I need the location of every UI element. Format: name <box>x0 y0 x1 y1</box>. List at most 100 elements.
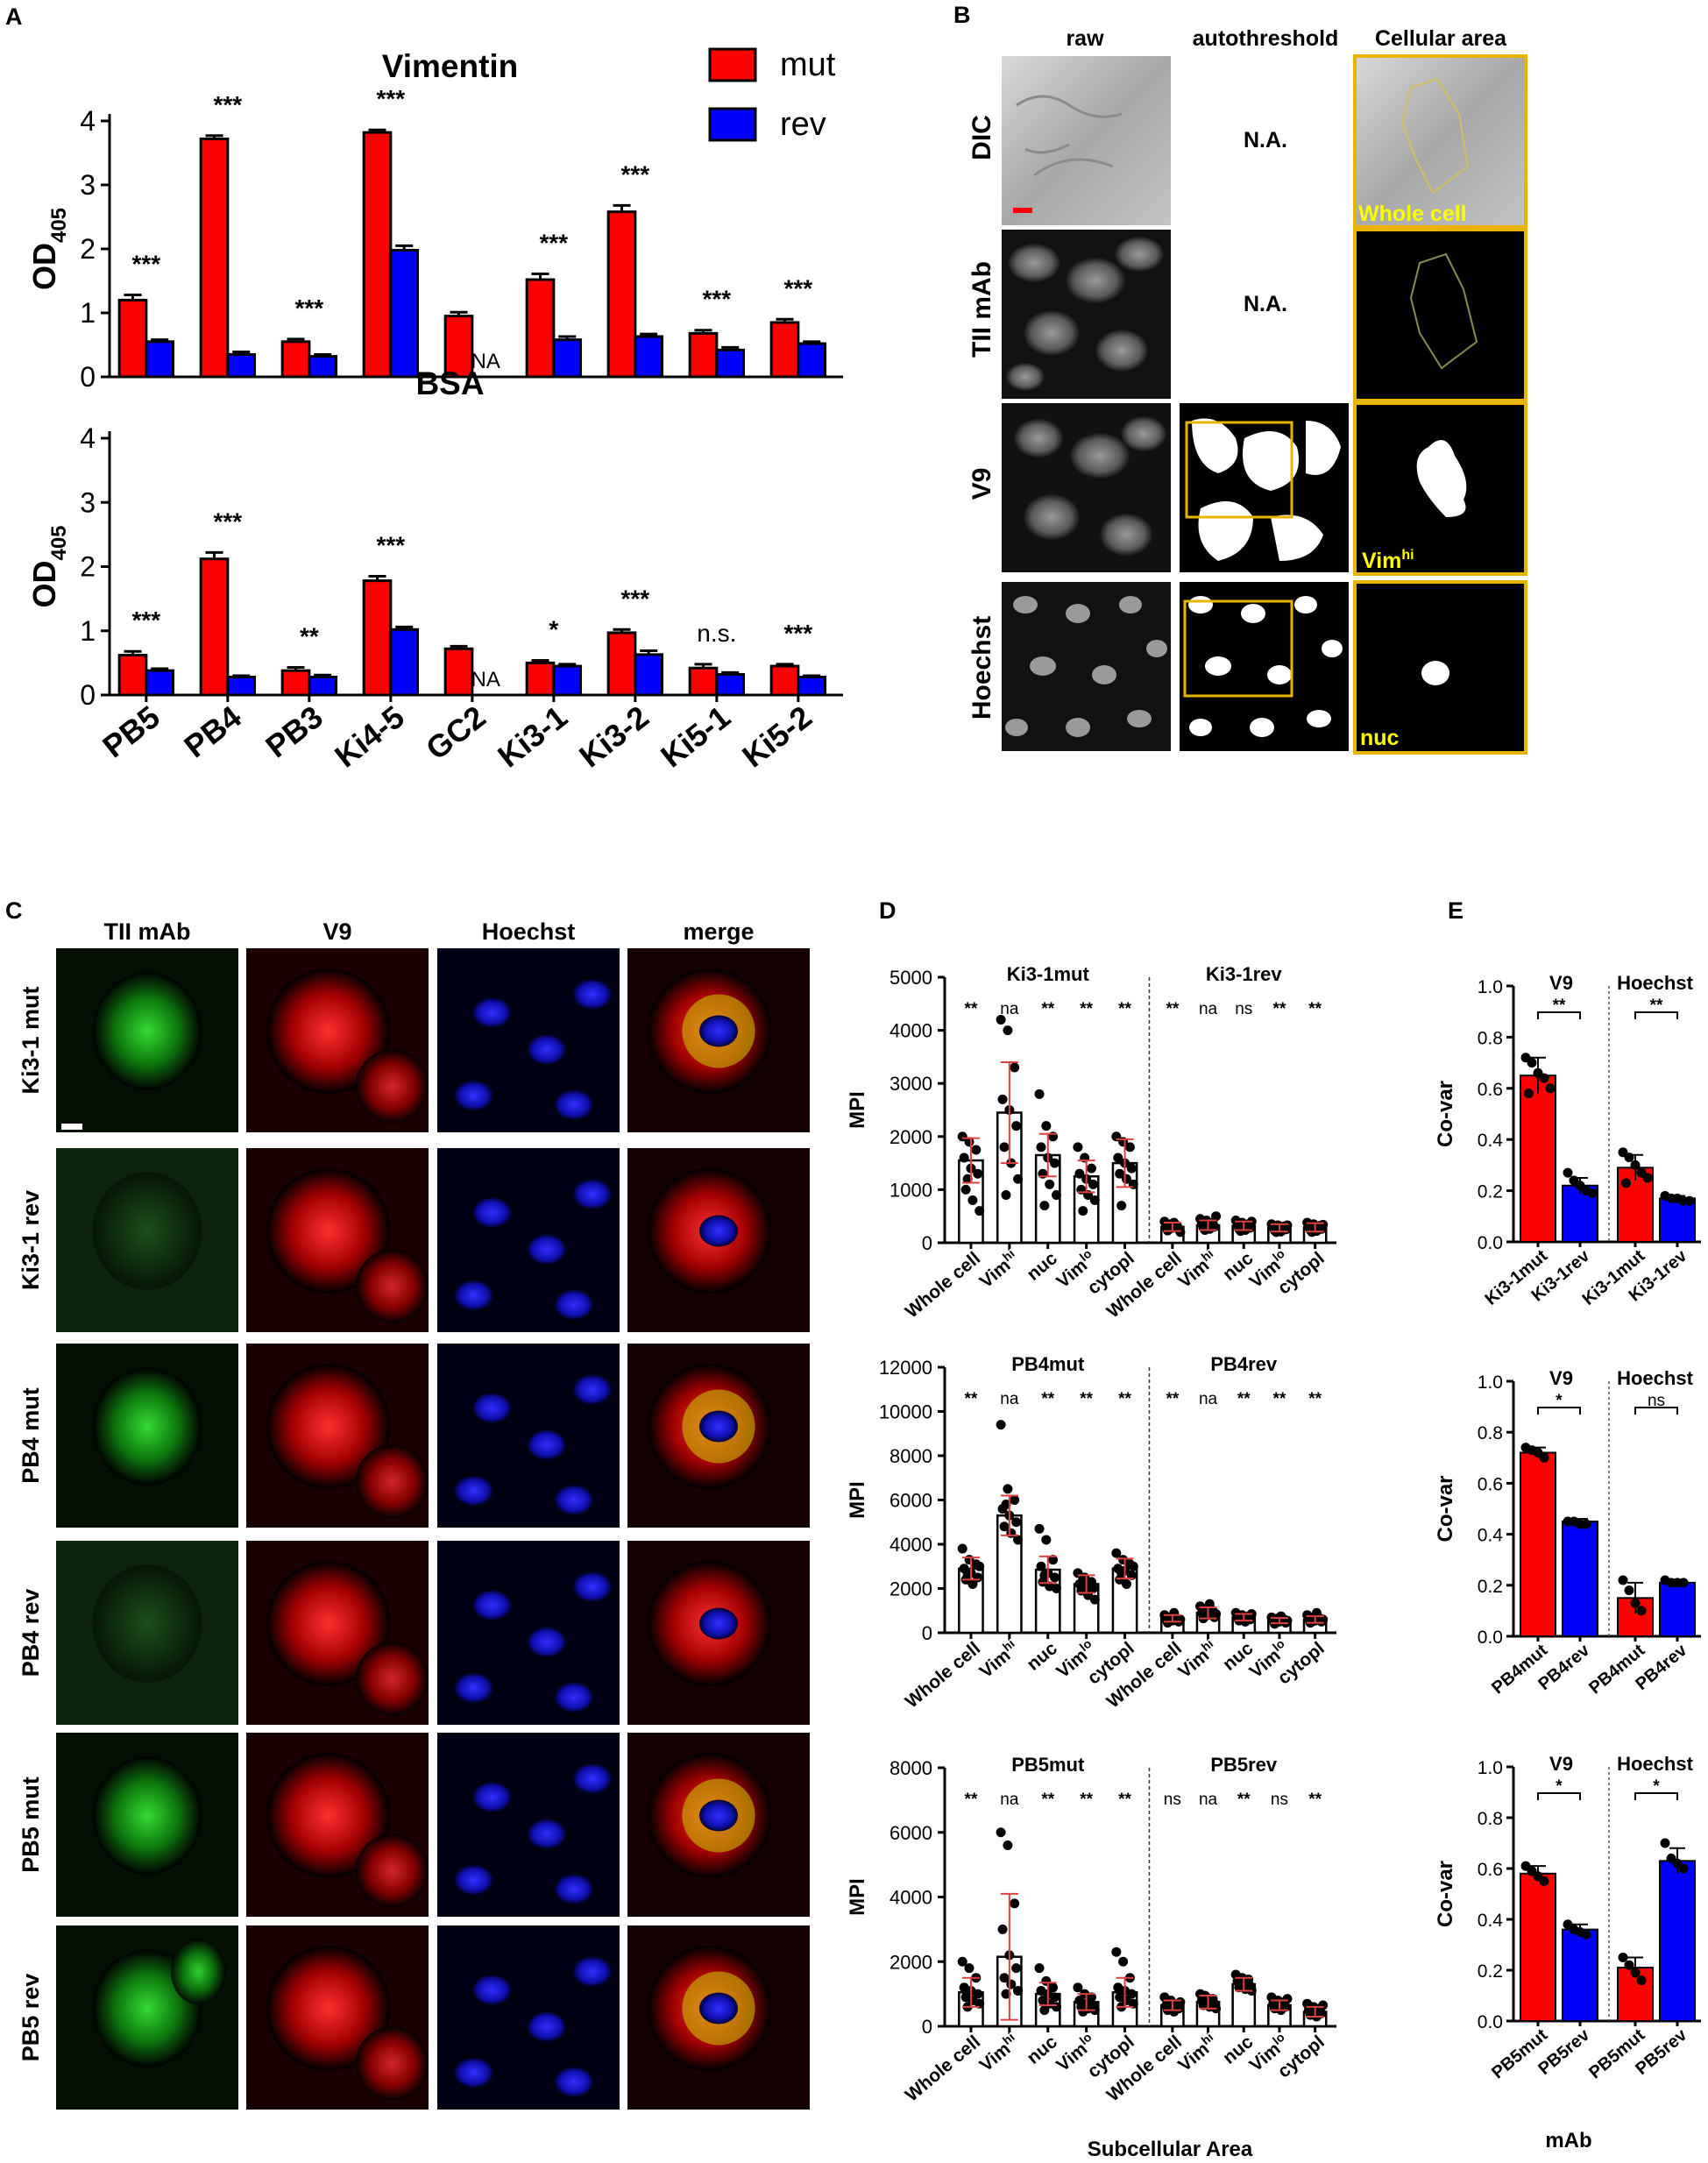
data-point <box>974 1206 985 1216</box>
data-point <box>1539 1073 1549 1083</box>
x-tick-label: Vimhi <box>1173 1636 1221 1682</box>
data-point <box>1086 1163 1096 1174</box>
significance-label: ** <box>965 1791 978 1809</box>
significance-label: ** <box>1041 1390 1054 1408</box>
cell-red <box>266 968 391 1094</box>
scale-bar-c <box>61 1124 82 1130</box>
bar-mut-PB5 <box>117 654 148 697</box>
bar-mut-Ki4-5 <box>362 579 393 697</box>
significance-label: na <box>1000 1791 1019 1809</box>
row-label-tii-mab: TII mAb <box>967 261 996 358</box>
bar-rev-Ki5-2 <box>797 675 827 697</box>
y-tick-label: 0.6 <box>1478 1860 1503 1880</box>
significance-label: ** <box>1041 1791 1054 1809</box>
nucleus-merge <box>699 1992 738 2025</box>
data-point <box>1624 1585 1634 1596</box>
significance-label: *** <box>620 160 649 188</box>
data-point <box>1113 1152 1123 1163</box>
data-point <box>1039 1570 1050 1580</box>
data-point <box>1011 1121 1022 1131</box>
significance-label: *** <box>131 606 160 634</box>
data-point <box>974 1561 985 1571</box>
data-point <box>1034 1089 1045 1099</box>
significance-label: ns <box>1271 1791 1288 1809</box>
y-tick-label: 1000 <box>889 1179 932 1201</box>
y-tick-label: 4 <box>80 422 96 454</box>
cell-red <box>266 1753 391 1878</box>
data-point <box>1001 1500 1011 1510</box>
data-point <box>1124 1142 1135 1152</box>
cell-red <box>355 1642 429 1716</box>
y-tick-label: 0.4 <box>1478 1911 1504 1931</box>
col-header-tii-mab: TII mAb <box>104 918 191 945</box>
panel-letter-e: E <box>1448 897 1463 924</box>
group-title: V9 <box>1549 972 1573 994</box>
significance-label: ** <box>1080 1791 1093 1809</box>
data-point <box>1073 1142 1083 1152</box>
row-label-pb4-rev: PB4 rev <box>18 1589 44 1677</box>
data-point <box>1111 1548 1122 1558</box>
data-point <box>973 1989 983 1999</box>
bar-mut-Ki5-1 <box>688 666 719 697</box>
nucleus <box>572 1763 612 1794</box>
data-point <box>1011 1963 1022 1974</box>
data-point <box>1524 1089 1534 1099</box>
bar-mut-PB5 <box>117 298 148 379</box>
bar-PB4rev <box>1562 1521 1598 1638</box>
significance-bracket <box>1537 1011 1581 1019</box>
cell-green <box>92 972 202 1090</box>
y-axis-label: Co-var <box>1434 1861 1457 1927</box>
bar-rev-Ki3-1 <box>552 338 583 379</box>
bar-mut-Ki3-2 <box>606 631 637 697</box>
group-title: PB4mut <box>1011 1353 1085 1375</box>
significance-label: *** <box>783 274 812 301</box>
data-point <box>1660 1838 1670 1848</box>
y-tick-label: 3 <box>80 486 96 518</box>
data-point <box>962 1570 973 1580</box>
legend-panel-a: mut rev <box>708 46 836 143</box>
data-point <box>1211 1609 1222 1620</box>
y-tick-label: 0.6 <box>1478 1474 1503 1494</box>
y-tick-label: 2 <box>80 551 96 583</box>
data-point <box>1039 1201 1050 1211</box>
bar-mut-Ki3-1 <box>525 661 556 697</box>
significance-label: ** <box>1308 1390 1322 1408</box>
y-tick-label: 5000 <box>889 967 932 989</box>
data-point <box>1539 1452 1549 1463</box>
bar-rev-Ki3-2 <box>634 335 664 379</box>
data-point <box>1051 1584 1061 1593</box>
cell-green <box>92 1367 202 1486</box>
row-label-pb5-rev: PB5 rev <box>18 1974 44 2062</box>
cell-red <box>266 1168 391 1294</box>
data-point <box>1618 1575 1628 1585</box>
data-point <box>1048 1555 1059 1565</box>
nucleus-merge <box>699 1799 738 1832</box>
data-point <box>1311 1607 1322 1618</box>
y-tick-label: 4000 <box>889 1020 932 1042</box>
bar-mut-PB4 <box>199 557 230 697</box>
x-tick-label: GC2 <box>419 699 493 767</box>
bar-rev-PB3 <box>308 355 338 379</box>
significance-label: * <box>1556 1392 1563 1410</box>
significance-label: *** <box>376 531 405 558</box>
legend-swatch-mut <box>708 47 757 82</box>
data-point <box>962 1174 973 1184</box>
data-point <box>1034 1963 1045 1974</box>
y-tick-label: 12000 <box>879 1357 932 1379</box>
y-tick-label: 0 <box>80 361 96 393</box>
chart-covar-ki3-1: Co-var0.00.20.40.60.81.0Ki3-1mutKi3-1rev… <box>1434 972 1701 1309</box>
bar-PB5rev <box>1659 1860 1696 2023</box>
data-point <box>1128 1561 1138 1571</box>
data-point <box>1034 1523 1045 1534</box>
scale-bar-b <box>1013 208 1032 213</box>
data-point <box>999 1521 1010 1532</box>
na-label: NA <box>471 350 500 373</box>
panel-letter-b: B <box>953 2 971 28</box>
bar-mut-GC2 <box>443 315 474 379</box>
group-title: V9 <box>1549 1367 1573 1389</box>
bar-mut-Ki3-1 <box>525 278 556 379</box>
y-tick-label: 0 <box>922 2016 932 2038</box>
data-point <box>1089 1594 1100 1605</box>
data-point <box>957 1956 967 1967</box>
cell-red <box>266 1946 391 2071</box>
